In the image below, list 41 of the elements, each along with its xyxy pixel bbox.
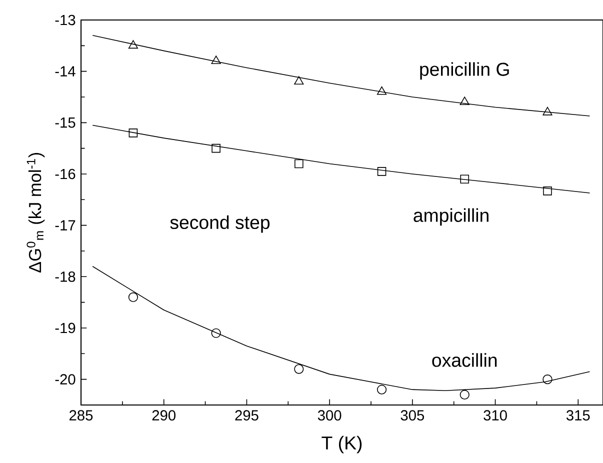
x-tick-label: 300 <box>318 410 342 421</box>
x-axis-title: T (K) <box>322 436 362 454</box>
point <box>376 384 387 394</box>
y-tick-label: -13 <box>55 14 76 26</box>
x-tick-label: 295 <box>235 410 258 421</box>
point <box>377 167 386 176</box>
series-label: penicillin G <box>420 62 509 80</box>
series-label: ampicillin <box>414 208 488 226</box>
point <box>128 292 138 302</box>
point <box>294 159 304 168</box>
x-tick-label: 315 <box>566 410 590 421</box>
point <box>460 96 470 106</box>
point <box>128 40 138 49</box>
y-tick-label: -17 <box>55 220 76 230</box>
y-tick-label: -16 <box>55 168 76 180</box>
y-tick-label: -18 <box>55 271 76 282</box>
x-tick-label: 310 <box>484 410 507 421</box>
point <box>376 86 387 95</box>
y-tick-label: -19 <box>55 322 76 334</box>
x-tick-label: 290 <box>152 410 176 421</box>
y-axis-title: ΔG$^{0}$$_{m}$ (kJ mol$^{-1}$) <box>26 152 45 273</box>
point <box>128 128 138 138</box>
point <box>294 76 304 85</box>
y-tick-label: -20 <box>55 374 76 385</box>
x-tick-label: 285 <box>70 410 93 421</box>
point <box>212 144 220 153</box>
point <box>460 390 470 400</box>
annotation: second step <box>170 215 270 233</box>
point <box>294 364 304 374</box>
point <box>211 56 221 64</box>
x-tick-label: 305 <box>400 410 424 421</box>
y-tick-label: -15 <box>55 118 76 128</box>
point <box>542 374 552 384</box>
point <box>542 106 552 116</box>
point <box>211 328 221 338</box>
line-series <box>92 124 590 194</box>
y-tick-label: -14 <box>55 66 76 76</box>
point <box>543 186 552 196</box>
point <box>460 174 470 184</box>
line-series <box>92 34 590 116</box>
series-label: oxacillin <box>432 353 497 367</box>
